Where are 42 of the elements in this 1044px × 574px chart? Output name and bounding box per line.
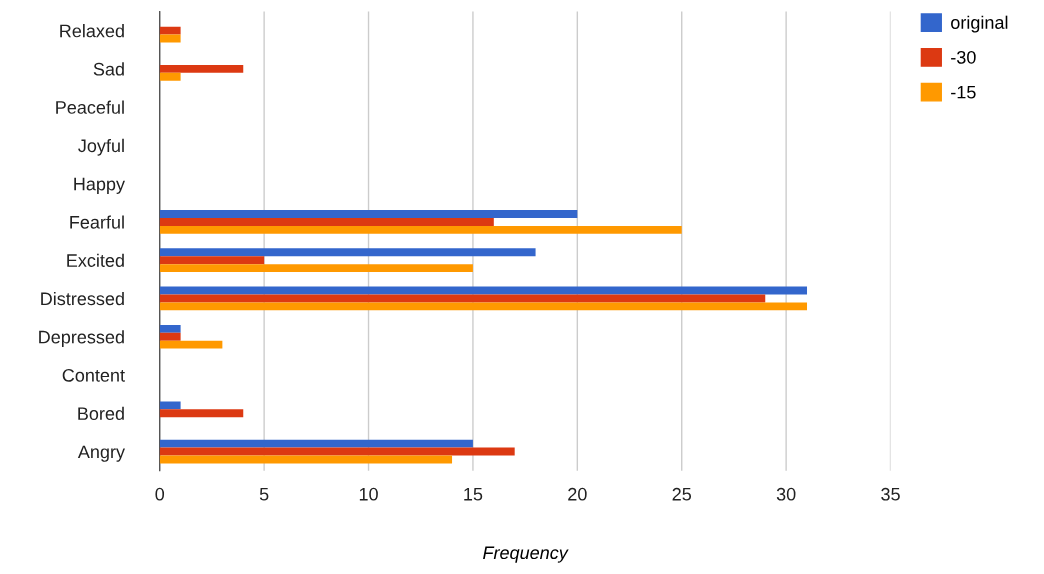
bar: [159, 72, 181, 81]
y-tick-label: Bored: [78, 406, 124, 420]
bar: [159, 217, 494, 226]
bar: [159, 340, 223, 349]
y-tick-label: Happy: [74, 177, 125, 194]
y-tick-label: Sad: [93, 62, 124, 76]
y-tick-label: Angry: [77, 445, 125, 462]
x-tick-label: 25: [672, 487, 692, 501]
bar: [159, 332, 181, 341]
bar: [159, 302, 808, 311]
y-tick-label: Peaceful: [56, 100, 124, 114]
x-tick-label: 35: [881, 487, 900, 501]
bar: [159, 324, 181, 333]
bar: [159, 248, 536, 257]
x-tick-label: 0: [155, 487, 165, 501]
x-tick-label: 10: [359, 487, 378, 501]
x-axis-title: Frequency: [483, 546, 569, 563]
x-tick-label: 20: [568, 487, 587, 501]
bar: [159, 439, 473, 448]
legend-label: original: [951, 15, 1008, 33]
bar: [159, 26, 181, 35]
y-tick-label: Relaxed: [60, 24, 124, 38]
bar: [159, 264, 473, 273]
x-tick-label: 5: [259, 488, 269, 501]
legend-label: -30: [951, 50, 976, 64]
bar: [159, 447, 515, 456]
y-tick-label: Distressed: [41, 291, 124, 306]
bar: [159, 286, 808, 295]
x-tick-label: 15: [464, 488, 483, 501]
bar: [159, 256, 265, 265]
bar: [159, 409, 244, 418]
x-tick-label: 30: [776, 487, 796, 501]
y-tick-label: Excited: [67, 253, 124, 267]
y-tick-label: Fearful: [70, 215, 124, 229]
bar: [159, 210, 578, 218]
bar: [159, 225, 682, 234]
bar: [159, 64, 244, 73]
y-tick-label: Content: [62, 368, 125, 382]
bar: [159, 401, 181, 410]
y-tick-label: Depressed: [39, 330, 124, 348]
legend-label: -15: [951, 85, 976, 99]
y-tick-label: Joyful: [78, 138, 124, 156]
